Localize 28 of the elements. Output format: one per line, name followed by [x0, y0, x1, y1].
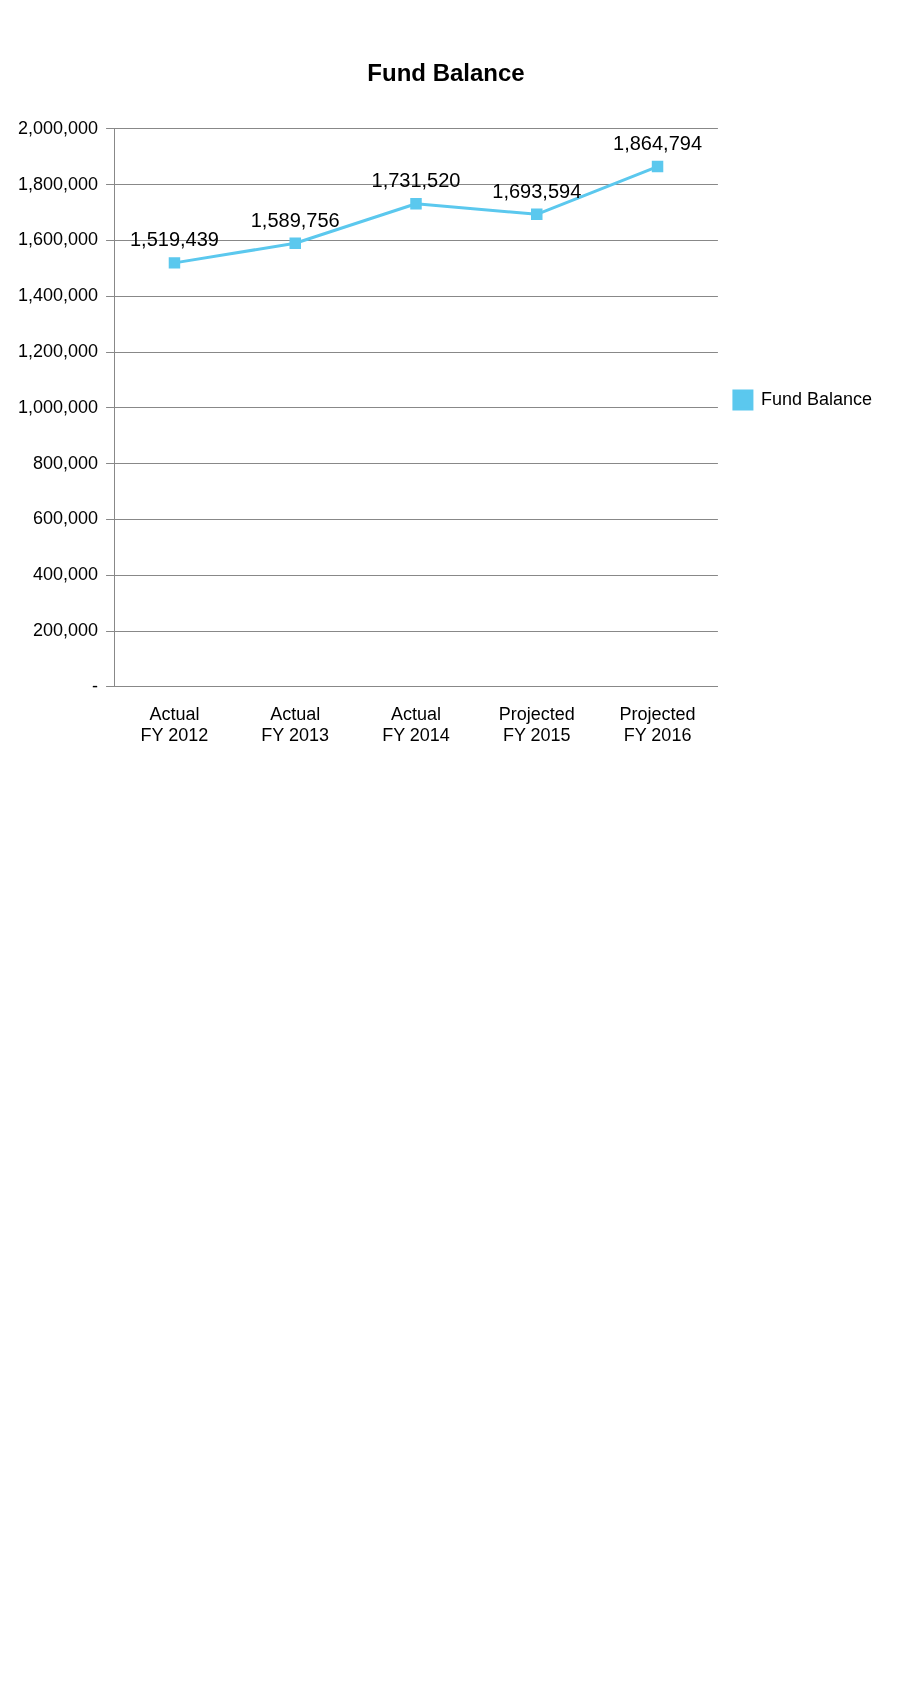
- point: [531, 208, 543, 221]
- legend-label: Fund Balance: [760, 388, 872, 409]
- point: [410, 197, 422, 210]
- y-tick-label: 2,000,000: [18, 117, 99, 138]
- x-tick-label: Projected FY 2015: [498, 703, 575, 746]
- y-tick-label: 1,200,000: [18, 340, 99, 361]
- y-tick-label: 1,600,000: [18, 229, 99, 250]
- x-tick-label: Projected FY 2016: [619, 703, 696, 746]
- x-tick-label: Actual FY 2012: [140, 703, 209, 746]
- data-label: 1,731,520: [371, 169, 461, 192]
- point: [651, 160, 664, 173]
- x-tick-label: Actual FY 2014: [382, 703, 450, 746]
- point: [168, 257, 181, 269]
- data-label: 1,519,439: [129, 228, 219, 251]
- y-tick-label: 400,000: [33, 564, 99, 585]
- data-label: 1,589,756: [250, 208, 340, 231]
- y-tick-label: 1,000,000: [18, 396, 99, 417]
- point: [289, 237, 301, 249]
- y-tick-label: 200,000: [33, 619, 99, 640]
- data-label: 1,864,794: [613, 132, 703, 155]
- y-tick-label: 800,000: [33, 452, 99, 473]
- chart-title: Fund Balance: [367, 59, 525, 87]
- y-tick-label: 600,000: [33, 508, 99, 529]
- y-tick-label: -: [92, 675, 99, 696]
- x-tick-label: Actual FY 2013: [261, 703, 330, 746]
- y-tick-label: 1,400,000: [18, 285, 99, 306]
- data-label: 1,693,594: [492, 179, 582, 202]
- y-tick-label: 1,800,000: [18, 173, 99, 194]
